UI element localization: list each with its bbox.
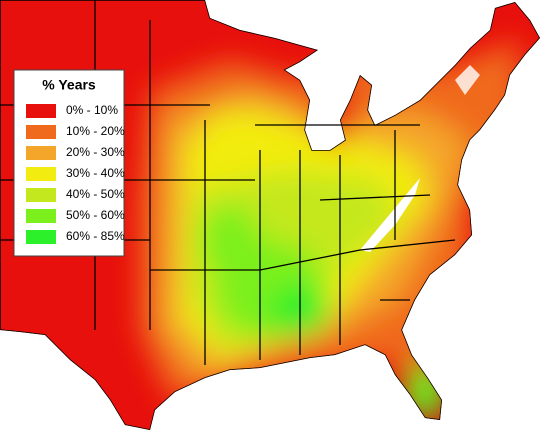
legend: % Years 0% - 10% 10% - 20% 20% - 30% 30% - … bbox=[13, 69, 125, 257]
legend-swatch bbox=[26, 104, 56, 118]
legend-label: 0% - 10% bbox=[66, 103, 118, 117]
legend-label: 60% - 85% bbox=[66, 229, 125, 243]
legend-swatch bbox=[26, 209, 56, 223]
legend-label: 10% - 20% bbox=[66, 124, 125, 138]
legend-label: 40% - 50% bbox=[66, 187, 125, 201]
legend-swatch bbox=[26, 125, 56, 139]
legend-label: 50% - 60% bbox=[66, 208, 125, 222]
legend-swatch bbox=[26, 167, 56, 181]
legend-swatch bbox=[26, 230, 56, 244]
legend-label: 30% - 40% bbox=[66, 166, 125, 180]
legend-title: % Years bbox=[42, 77, 96, 93]
legend-box bbox=[13, 69, 125, 257]
legend-label: 20% - 30% bbox=[66, 145, 125, 159]
legend-swatch bbox=[26, 188, 56, 202]
legend-swatch bbox=[26, 146, 56, 160]
